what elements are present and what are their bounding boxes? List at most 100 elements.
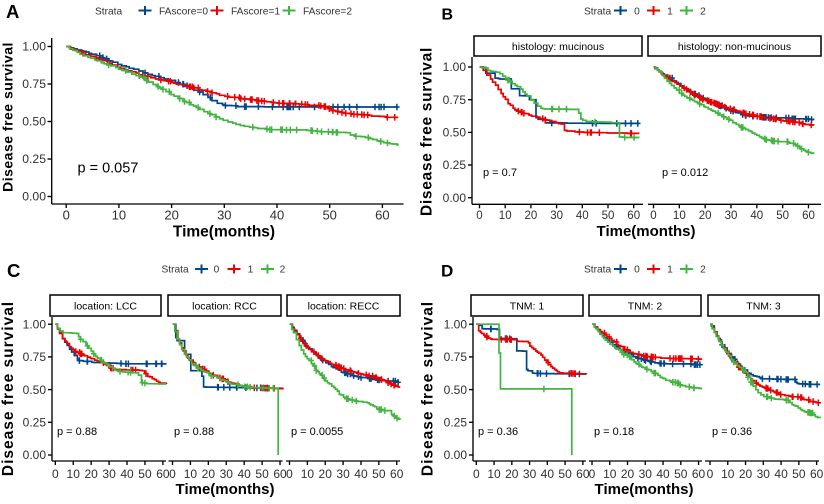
svg-text:0: 0 <box>476 210 482 222</box>
svg-text:10: 10 <box>487 467 501 481</box>
svg-text:20: 20 <box>319 467 333 481</box>
svg-text:0: 0 <box>634 265 640 276</box>
svg-text:histology: non-mucinous: histology: non-mucinous <box>678 41 791 53</box>
svg-text:50: 50 <box>558 467 572 481</box>
svg-text:Time(months): Time(months) <box>176 481 275 498</box>
svg-text:40: 40 <box>238 467 252 481</box>
svg-text:1.00: 1.00 <box>444 317 468 331</box>
svg-text:10: 10 <box>67 467 81 481</box>
svg-text:0.00: 0.00 <box>444 448 468 462</box>
svg-text:1: 1 <box>667 265 673 276</box>
svg-text:20: 20 <box>699 210 712 222</box>
svg-text:Strata: Strata <box>95 7 123 18</box>
svg-text:10: 10 <box>112 208 126 223</box>
svg-text:10: 10 <box>721 467 735 481</box>
svg-text:Time(months): Time(months) <box>173 224 275 241</box>
svg-text:2: 2 <box>280 265 286 276</box>
svg-text:50: 50 <box>255 467 269 481</box>
svg-text:60: 60 <box>810 467 824 481</box>
svg-text:p = 0.36: p = 0.36 <box>478 426 518 438</box>
svg-text:60: 60 <box>375 208 389 223</box>
svg-text:30: 30 <box>725 210 738 222</box>
svg-text:0.00: 0.00 <box>22 190 46 204</box>
svg-text:p = 0.88: p = 0.88 <box>174 426 214 438</box>
svg-text:40: 40 <box>354 467 368 481</box>
svg-text:60: 60 <box>390 467 404 481</box>
svg-text:30: 30 <box>757 467 771 481</box>
svg-text:50: 50 <box>792 467 806 481</box>
svg-text:0.25: 0.25 <box>443 158 467 172</box>
svg-text:1: 1 <box>248 265 254 276</box>
svg-text:20: 20 <box>202 467 216 481</box>
svg-text:50: 50 <box>138 467 152 481</box>
svg-text:0.50: 0.50 <box>443 126 467 140</box>
svg-text:30: 30 <box>550 210 563 222</box>
svg-text:60: 60 <box>802 210 815 222</box>
svg-text:0.25: 0.25 <box>23 416 47 430</box>
svg-text:30: 30 <box>102 467 116 481</box>
svg-text:Strata: Strata <box>162 265 190 276</box>
svg-text:10: 10 <box>603 467 617 481</box>
svg-text:0: 0 <box>473 467 480 481</box>
svg-text:0.50: 0.50 <box>23 383 47 397</box>
svg-text:B: B <box>442 7 454 24</box>
svg-text:0: 0 <box>286 467 293 481</box>
svg-text:p = 0.057: p = 0.057 <box>78 161 139 177</box>
svg-text:0: 0 <box>707 467 714 481</box>
svg-text:40: 40 <box>270 208 284 223</box>
svg-text:10: 10 <box>184 467 198 481</box>
svg-text:location: RCC: location: RCC <box>192 300 257 312</box>
svg-text:Strata: Strata <box>584 265 612 276</box>
svg-text:30: 30 <box>217 208 231 223</box>
svg-text:FAscore=0: FAscore=0 <box>159 7 208 18</box>
svg-text:40: 40 <box>541 467 555 481</box>
svg-text:location: RECC: location: RECC <box>308 300 380 312</box>
svg-text:C: C <box>7 260 20 281</box>
svg-text:FAscore=1: FAscore=1 <box>231 7 280 18</box>
svg-text:0.25: 0.25 <box>22 152 46 166</box>
svg-text:1.00: 1.00 <box>23 317 47 331</box>
svg-text:40: 40 <box>750 210 763 222</box>
svg-text:1.00: 1.00 <box>22 40 46 54</box>
svg-text:0: 0 <box>650 210 656 222</box>
svg-text:50: 50 <box>776 210 789 222</box>
svg-text:50: 50 <box>602 210 615 222</box>
svg-text:50: 50 <box>322 208 336 223</box>
svg-text:30: 30 <box>220 467 234 481</box>
svg-text:FAscore=2: FAscore=2 <box>303 7 352 18</box>
svg-text:40: 40 <box>120 467 134 481</box>
svg-text:Disease free survival: Disease free survival <box>420 301 437 476</box>
svg-text:D: D <box>441 262 453 281</box>
svg-text:60: 60 <box>156 467 170 481</box>
svg-text:0.25: 0.25 <box>444 416 468 430</box>
svg-text:20: 20 <box>525 210 538 222</box>
svg-text:20: 20 <box>84 467 98 481</box>
svg-text:Time(months): Time(months) <box>595 481 694 498</box>
svg-text:0.75: 0.75 <box>443 93 467 107</box>
svg-text:40: 40 <box>576 210 589 222</box>
svg-text:TNM: 2: TNM: 2 <box>628 300 663 312</box>
svg-text:p = 0.36: p = 0.36 <box>712 426 752 438</box>
svg-text:p = 0.7: p = 0.7 <box>483 167 517 179</box>
svg-text:10: 10 <box>499 210 512 222</box>
svg-text:p = 0.012: p = 0.012 <box>662 167 708 179</box>
svg-text:TNM: 1: TNM: 1 <box>510 300 545 312</box>
svg-text:2: 2 <box>700 265 706 276</box>
svg-text:20: 20 <box>621 467 635 481</box>
svg-text:10: 10 <box>673 210 686 222</box>
svg-text:50: 50 <box>372 467 386 481</box>
svg-text:20: 20 <box>164 208 178 223</box>
svg-text:Disease free survival: Disease free survival <box>419 47 436 216</box>
svg-text:60: 60 <box>627 210 640 222</box>
svg-text:2: 2 <box>700 7 706 18</box>
svg-text:Strata: Strata <box>584 7 612 18</box>
svg-text:10: 10 <box>301 467 315 481</box>
svg-text:20: 20 <box>739 467 753 481</box>
svg-text:p = 0.18: p = 0.18 <box>594 426 634 438</box>
svg-text:TNM: 3: TNM: 3 <box>746 300 781 312</box>
svg-text:histology: mucinous: histology: mucinous <box>512 41 604 53</box>
svg-text:0.75: 0.75 <box>22 77 46 91</box>
svg-text:0.75: 0.75 <box>444 350 468 364</box>
svg-text:1.00: 1.00 <box>443 60 467 74</box>
svg-text:p = 0.0055: p = 0.0055 <box>291 426 343 438</box>
